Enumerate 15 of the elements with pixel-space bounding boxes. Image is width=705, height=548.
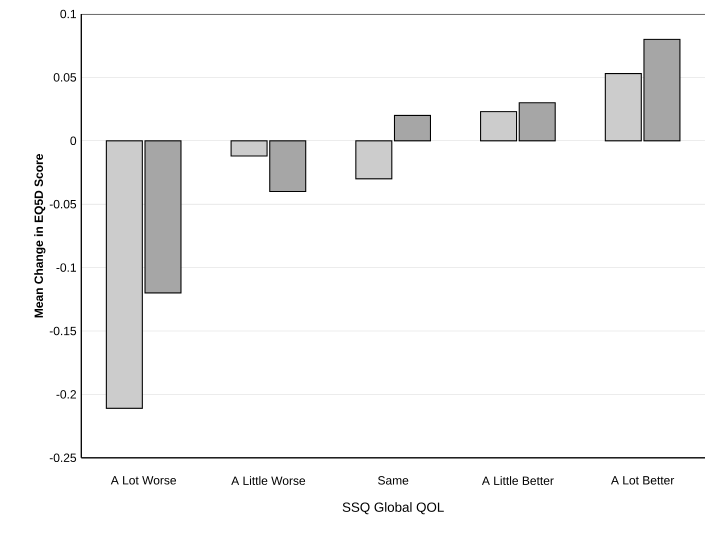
x-tick-label: A Lot Better — [610, 476, 674, 485]
y-axis-title: Mean Change in EQ5D Score — [34, 154, 46, 318]
y-tick-label: -0.25 — [50, 454, 76, 462]
y-tick-label: -0.1 — [56, 263, 76, 272]
y-tick-label: 0.05 — [54, 73, 76, 82]
y-tick-label: -0.05 — [50, 200, 76, 209]
x-tick-label: A Little Better — [482, 476, 554, 486]
y-tick-label: -0.2 — [56, 390, 76, 399]
y-tick-label: -0.15 — [50, 326, 76, 336]
x-tick-label: A Lot Worse — [110, 476, 176, 485]
x-axis-title: SSQ Global QOL — [342, 502, 444, 514]
x-tick-label: A Little Worse — [231, 476, 306, 486]
y-tick-label: 0 — [70, 136, 76, 146]
y-tick-label: 0.1 — [60, 10, 76, 18]
x-tick-label: Same — [378, 476, 408, 485]
